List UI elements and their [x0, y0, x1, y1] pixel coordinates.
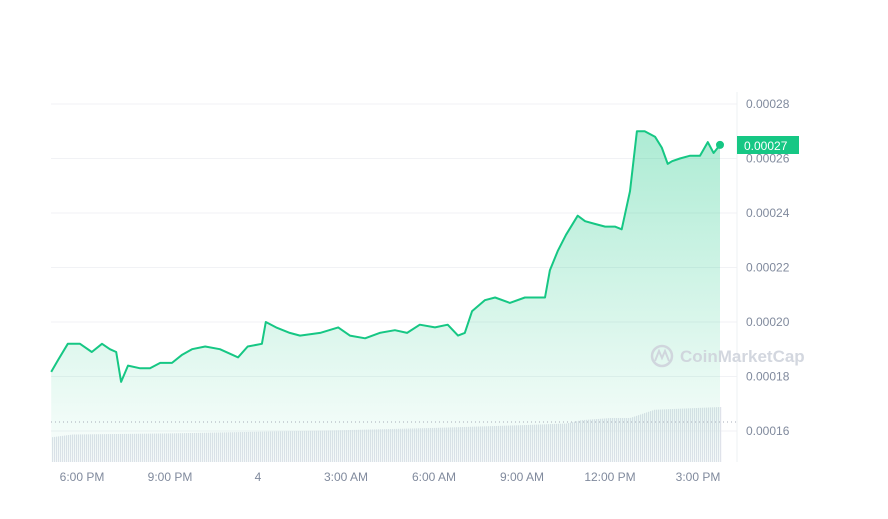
coinmarketcap-watermark: CoinMarketCap	[650, 344, 805, 368]
y-axis-ticks: 0.00016 0.00018 0.00020 0.00022 0.00024 0.000…	[746, 97, 790, 438]
x-tick-label: 3:00 AM	[324, 470, 368, 484]
y-tick-label: 0.00016	[746, 424, 790, 438]
y-tick-label: 0.00028	[746, 97, 790, 111]
watermark-text: CoinMarketCap	[680, 347, 805, 366]
price-line	[50, 130, 721, 383]
y-tick-label: 0.00024	[746, 206, 790, 220]
last-price-dot	[716, 140, 724, 149]
coinmarketcap-logo-icon	[650, 344, 674, 368]
x-axis-ticks: 6:00 PM 9:00 PM 4 3:00 AM 6:00 AM 9:00 AM 12:0…	[60, 470, 721, 484]
x-tick-label: 6:00 PM	[60, 470, 105, 484]
current-price-label: 0.00027	[737, 136, 799, 154]
y-tick-label: 0.00018	[746, 370, 790, 384]
x-tick-label: 9:00 PM	[148, 470, 193, 484]
y-tick-label: 0.00020	[746, 315, 790, 329]
x-tick-label: 6:00 AM	[412, 470, 456, 484]
x-tick-label: 3:00 PM	[676, 470, 721, 484]
x-tick-label: 4	[255, 470, 262, 484]
price-area	[51, 131, 720, 462]
y-tick-label: 0.00026	[746, 152, 790, 166]
x-tick-label: 9:00 AM	[500, 470, 544, 484]
x-tick-label: 12:00 PM	[584, 470, 635, 484]
current-price-text: 0.00027	[744, 139, 788, 153]
volume-bar	[720, 407, 722, 462]
y-tick-label: 0.00022	[746, 261, 790, 275]
